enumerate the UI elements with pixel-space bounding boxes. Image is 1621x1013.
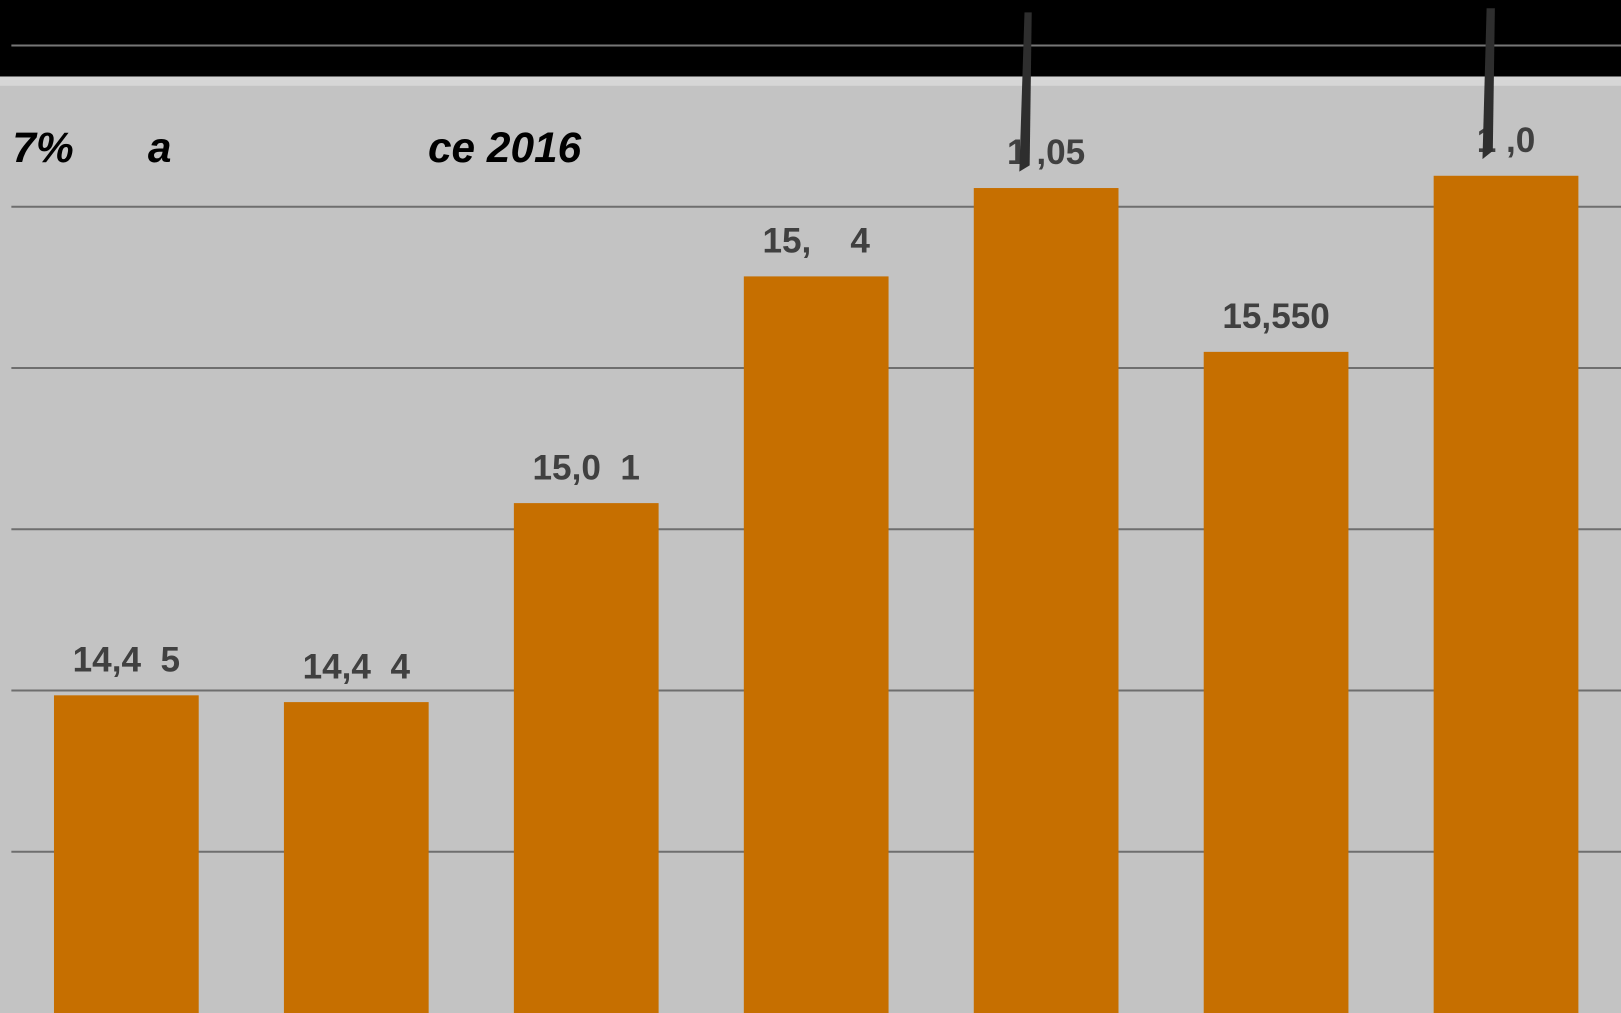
chart-title: 7% <box>12 124 73 171</box>
bar <box>1203 351 1349 1013</box>
value-label: 15,0 1 <box>533 448 640 487</box>
chart-title: ce 2016 <box>428 124 582 171</box>
chart-title: a <box>148 124 172 171</box>
callout-pointer <box>1019 12 1032 172</box>
bar <box>1433 175 1579 1013</box>
value-label: 14,4 4 <box>303 647 411 686</box>
bar <box>513 503 659 1013</box>
value-label: 15, 4 <box>762 222 870 261</box>
value-label: 14,4 5 <box>73 641 180 680</box>
top-band <box>0 0 1621 77</box>
bar <box>973 188 1119 1013</box>
bar <box>283 702 429 1013</box>
value-label: 1 ,05 <box>1007 133 1085 172</box>
bar <box>53 695 199 1013</box>
band-shadow <box>0 76 1621 86</box>
callout-pointer <box>1482 8 1495 160</box>
bar <box>743 276 889 1013</box>
value-label: 15,550 <box>1222 297 1329 336</box>
